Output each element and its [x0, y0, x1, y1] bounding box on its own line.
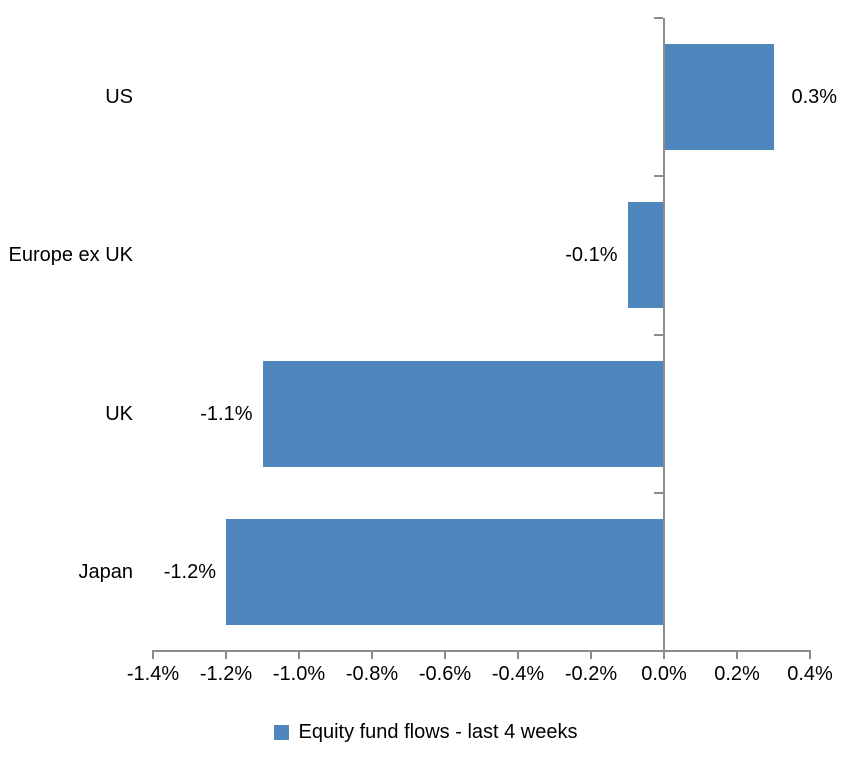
bar-us: [664, 44, 774, 151]
value-label: 0.3%: [791, 86, 838, 109]
x-tick-label: -0.4%: [491, 663, 545, 685]
value-label: -0.1%: [565, 244, 618, 267]
y-axis-tick: [654, 175, 663, 178]
category-label: Europe ex UK: [8, 244, 133, 267]
x-tick-label: -1.2%: [199, 663, 253, 685]
x-axis-tick: [371, 651, 373, 659]
x-tick-label: 0.2%: [714, 663, 760, 685]
x-axis-tick: [444, 651, 446, 659]
y-axis-tick: [654, 491, 663, 494]
bar-europe-ex-uk: [627, 202, 664, 309]
y-axis-tick: [654, 333, 663, 336]
legend-series-marker-icon: [274, 724, 290, 740]
x-axis-tick: [298, 651, 300, 659]
x-axis-tick: [809, 651, 811, 659]
x-axis-line: [152, 650, 811, 652]
x-axis-tick: [590, 651, 592, 659]
x-tick-label: -0.8%: [345, 663, 399, 685]
x-axis-tick: [663, 651, 665, 659]
bar-japan: [226, 518, 664, 625]
x-axis-tick: [736, 651, 738, 659]
value-label: -1.1%: [200, 402, 253, 425]
x-tick-label: -0.2%: [564, 663, 618, 685]
y-axis-line: [663, 18, 665, 651]
bar-uk: [262, 360, 664, 467]
category-label: Japan: [78, 560, 134, 583]
y-axis-tick: [654, 17, 663, 19]
x-tick-label: -1.4%: [126, 663, 180, 685]
legend: Equity fund flows - last 4 weeks: [0, 716, 852, 748]
category-label: US: [105, 86, 133, 109]
x-axis-tick: [225, 651, 227, 659]
x-tick-label: -0.6%: [418, 663, 472, 685]
value-label: -1.2%: [163, 560, 216, 583]
x-tick-label: 0.0%: [641, 663, 687, 685]
category-label: UK: [105, 402, 133, 425]
legend-label: Equity fund flows - last 4 weeks: [298, 721, 578, 743]
x-axis-tick: [517, 651, 519, 659]
x-tick-label: -1.0%: [272, 663, 326, 685]
x-tick-label: 0.4%: [787, 663, 833, 685]
x-axis-tick: [152, 651, 154, 659]
